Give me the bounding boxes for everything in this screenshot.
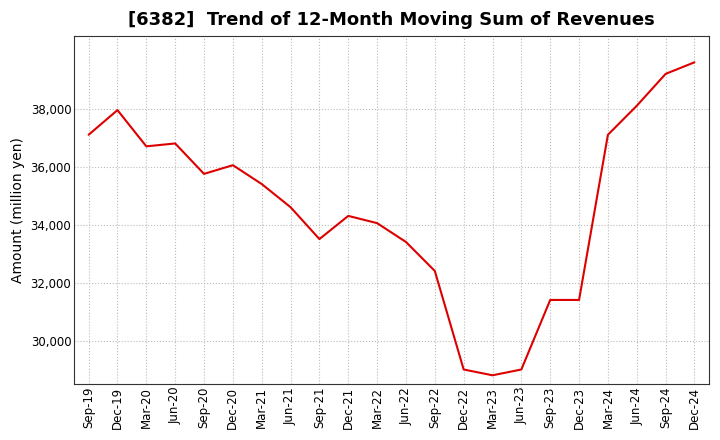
Title: [6382]  Trend of 12-Month Moving Sum of Revenues: [6382] Trend of 12-Month Moving Sum of R… <box>128 11 655 29</box>
Y-axis label: Amount (million yen): Amount (million yen) <box>11 137 25 283</box>
